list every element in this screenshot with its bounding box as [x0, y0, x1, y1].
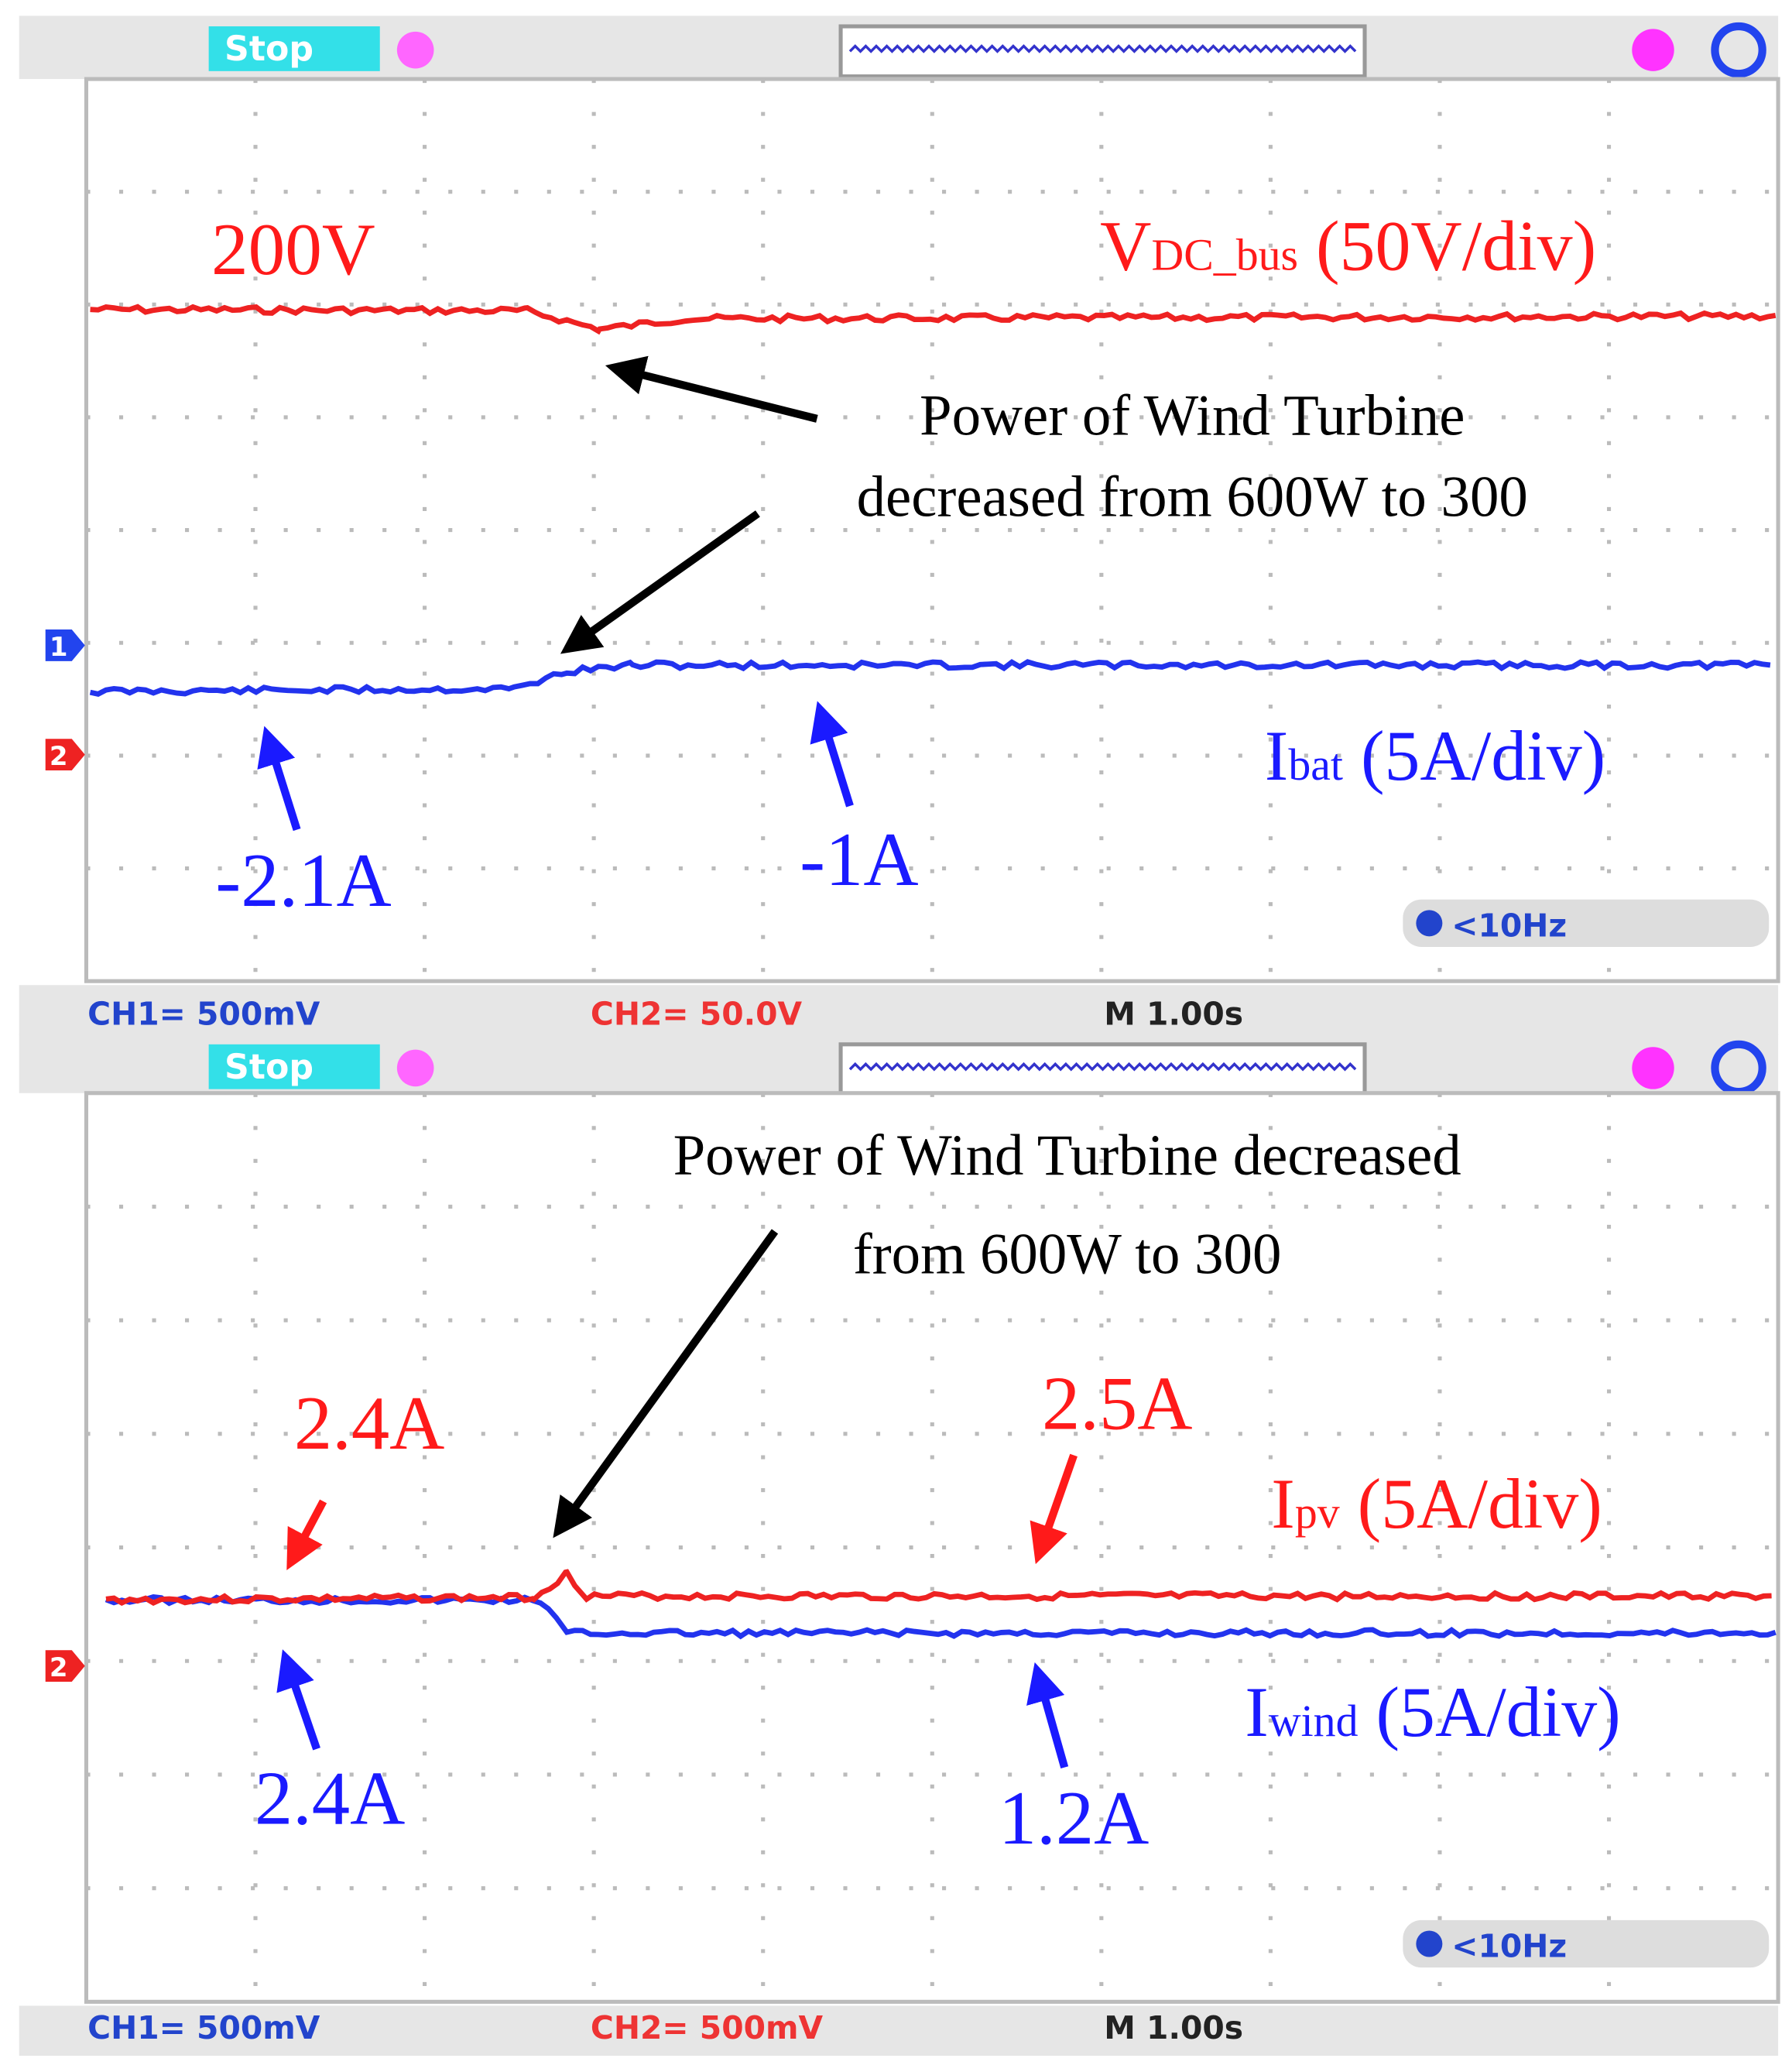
- label: V: [1100, 207, 1151, 286]
- readout: <10Hz: [1451, 1928, 1567, 1965]
- readout: M 1.00s: [1104, 995, 1243, 1032]
- channel-marker: [45, 739, 85, 771]
- annotations: 200V VDC_bus (50V/div) Power of Wind Tur…: [211, 207, 1621, 1861]
- readout: M 1.00s: [1104, 2009, 1243, 2046]
- status: Stop: [224, 29, 314, 69]
- readout: CH2= 500mV: [591, 2009, 824, 2046]
- record-wave: [848, 1062, 1357, 1072]
- label: Iwind (5A/div): [1245, 1672, 1620, 1751]
- icon: [396, 1049, 434, 1087]
- readout-bar: [19, 2005, 1779, 2056]
- icon: [1632, 1047, 1674, 1089]
- readout: CH2= 50.0V: [591, 995, 803, 1032]
- channel-marker-label: 2: [50, 741, 68, 772]
- note: decreased from 600W to 300: [857, 465, 1528, 530]
- icon: [1711, 22, 1766, 78]
- channel-marker: [45, 1650, 85, 1683]
- label: 1.2A: [999, 1776, 1150, 1861]
- label: (50V/div): [1298, 207, 1596, 286]
- channel-marker-label: 2: [50, 1652, 68, 1683]
- arrow: [560, 510, 760, 654]
- arrow: [1030, 1453, 1078, 1565]
- note: Power of Wind Turbine decreased: [673, 1123, 1461, 1188]
- status: Stop: [224, 1048, 314, 1087]
- label: VDC_bus (50V/div): [1100, 207, 1596, 286]
- label: Ibat (5A/div): [1265, 716, 1605, 795]
- trace: [89, 659, 1771, 697]
- label: pv: [1295, 1487, 1340, 1538]
- arrow: [605, 355, 818, 423]
- label: I: [1271, 1464, 1295, 1543]
- label: 2.5A: [1042, 1361, 1193, 1446]
- label: I: [1245, 1672, 1269, 1751]
- arrow: [257, 725, 301, 832]
- label: 200V: [211, 208, 375, 290]
- trace: [105, 1569, 1772, 1607]
- icon: [1416, 910, 1443, 937]
- icon: [1416, 1930, 1443, 1957]
- trigger-box: [1403, 1919, 1770, 1968]
- label: (5A/div): [1359, 1672, 1621, 1751]
- label: (5A/div): [1343, 716, 1605, 795]
- channel-marker-label: 1: [50, 632, 68, 663]
- readout-bar: [19, 985, 1779, 1035]
- trace: [105, 1594, 1777, 1640]
- status-box: [208, 26, 380, 71]
- arrow: [1026, 1662, 1069, 1768]
- icon: [396, 31, 434, 69]
- label: (5A/div): [1340, 1464, 1602, 1543]
- label: 2.4A: [255, 1757, 406, 1841]
- arrow: [286, 1499, 327, 1570]
- channel-marker: [45, 629, 85, 661]
- label: DC_bus: [1151, 230, 1298, 280]
- record-wave: [848, 44, 1357, 53]
- arrow: [553, 1229, 779, 1538]
- label: bat: [1288, 739, 1343, 790]
- label: wind: [1269, 1696, 1359, 1746]
- status-box: [208, 1044, 380, 1089]
- label: 2.4A: [294, 1381, 445, 1466]
- readout: <10Hz: [1451, 907, 1567, 944]
- readout: CH1= 500mV: [87, 2009, 320, 2046]
- readout: CH1= 500mV: [87, 995, 320, 1032]
- note: from 600W to 300: [853, 1223, 1282, 1287]
- arrow: [810, 701, 854, 808]
- label: -1A: [800, 818, 918, 902]
- arrow: [276, 1649, 320, 1751]
- trigger-box: [1403, 899, 1770, 947]
- trace: [90, 304, 1777, 335]
- label: -2.1A: [215, 839, 391, 923]
- icon: [1632, 29, 1674, 71]
- label: I: [1265, 716, 1289, 795]
- note: Power of Wind Turbine: [920, 383, 1465, 448]
- layer: Stop CH1= 500mV CH2= 50.0V M 1.00s <10Hz 1 2 St…: [19, 15, 1780, 2056]
- label: Ipv (5A/div): [1271, 1464, 1602, 1543]
